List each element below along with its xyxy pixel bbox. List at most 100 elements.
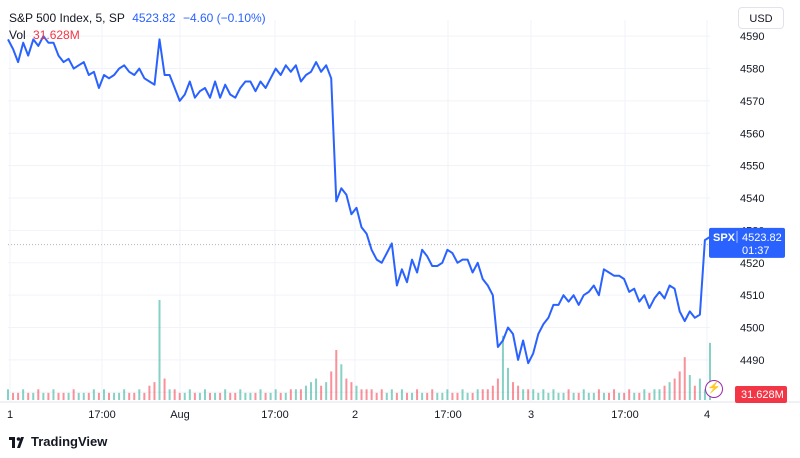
volume-bar	[441, 392, 444, 400]
volume-bar	[431, 389, 434, 400]
volume-bar	[658, 389, 661, 400]
volume-bar	[709, 342, 711, 400]
price-line	[7, 35, 711, 365]
volume-bar	[532, 389, 535, 400]
grid-lines	[0, 20, 800, 403]
volume-bar	[244, 392, 247, 400]
volume-bar	[375, 392, 378, 400]
volume-bar	[597, 389, 600, 400]
price-tag-price: 4523.82	[742, 232, 782, 244]
volume-bar	[330, 371, 333, 400]
symbol-title[interactable]: S&P 500 Index, 5, SP	[9, 11, 125, 25]
volume-bar	[653, 389, 656, 400]
volume-bar	[113, 392, 116, 400]
volume-bar	[350, 382, 353, 400]
volume-bar	[82, 392, 85, 400]
tradingview-logo[interactable]: TradingView	[9, 434, 107, 449]
price-tick-label: 4590	[740, 31, 764, 43]
volume-bars	[7, 300, 711, 400]
volume-bar	[683, 357, 686, 400]
price-tick-label: 4570	[740, 96, 764, 108]
volume-bar	[436, 392, 439, 400]
lightning-icon[interactable]: ⚡	[705, 380, 723, 398]
volume-bar	[284, 392, 287, 400]
volume-bar	[668, 382, 671, 400]
brand-name: TradingView	[31, 434, 108, 449]
volume-bar	[456, 392, 459, 400]
volume-bar	[552, 389, 555, 400]
price-line-series	[7, 35, 711, 365]
volume-bar	[239, 389, 242, 400]
volume-bar	[7, 389, 9, 400]
currency-button[interactable]: USD	[738, 7, 784, 29]
volume-bar	[178, 392, 181, 400]
price-tick-label: 4520	[740, 258, 764, 270]
time-tick-label: 3	[528, 409, 534, 421]
volume-bar	[108, 392, 111, 400]
volume-bar	[315, 378, 318, 400]
volume-bar	[496, 378, 499, 400]
volume-bar	[360, 389, 363, 400]
volume-bar	[577, 392, 580, 400]
volume-bar	[163, 378, 166, 400]
volume-bar	[572, 392, 575, 400]
time-tick-label: 4	[704, 409, 710, 421]
price-axis[interactable]: 4590458045704560455045404530452045104500…	[740, 31, 764, 399]
volume-bar	[168, 389, 171, 400]
volume-bar	[158, 300, 161, 400]
volume-bar	[633, 392, 636, 400]
volume-bar	[688, 375, 691, 400]
volume-bar	[522, 389, 525, 400]
volume-bar	[17, 392, 20, 400]
volume-bar	[567, 389, 570, 400]
volume-bar	[289, 389, 292, 400]
volume-bar	[249, 392, 252, 400]
volume-bar	[623, 392, 626, 400]
volume-bar	[618, 392, 621, 400]
time-tick-label: 1	[7, 409, 13, 421]
volume-bar	[476, 389, 479, 400]
volume-bar	[506, 367, 509, 400]
volume-bar	[219, 392, 222, 400]
volume-bar	[643, 389, 646, 400]
volume-bar	[193, 392, 196, 400]
legend-symbol-row: S&P 500 Index, 5, SP 4523.82 −4.60 (−0.1…	[9, 11, 270, 25]
volume-bar	[299, 389, 302, 400]
volume-bar	[133, 392, 136, 400]
volume-bar	[37, 389, 40, 400]
volume-bar	[537, 392, 540, 400]
volume-bar	[57, 392, 60, 400]
volume-bar	[547, 392, 550, 400]
price-tick-label: 4540	[740, 193, 764, 205]
price-tag-countdown: 01:37	[742, 245, 770, 257]
volume-bar	[335, 350, 338, 400]
volume-bar	[390, 389, 393, 400]
volume-bar	[345, 378, 348, 400]
volume-bar	[269, 392, 272, 400]
volume-bar	[77, 392, 80, 400]
time-tick-label: 17:00	[434, 409, 462, 421]
time-axis[interactable]: 1 17:00 Aug 17:00 2 17:00 3 17:00 4	[7, 409, 710, 421]
volume-bar	[203, 389, 206, 400]
volume-bar	[365, 389, 368, 400]
volume-bar	[517, 385, 520, 400]
volume-bar	[97, 392, 100, 400]
volume-bar	[224, 389, 227, 400]
volume-bar	[325, 382, 328, 400]
volume-bar	[229, 392, 232, 400]
volume-bar	[602, 392, 605, 400]
volume-label: Vol	[9, 28, 26, 42]
volume-bar	[92, 389, 95, 400]
volume-bar	[148, 385, 151, 400]
price-tag-symbol: SPX	[713, 232, 736, 244]
volume-bar	[87, 392, 90, 400]
volume-bar	[501, 335, 504, 400]
volume-bar	[12, 392, 15, 400]
last-price: 4523.82	[132, 11, 176, 25]
volume-bar	[72, 389, 75, 400]
volume-bar	[421, 392, 424, 400]
volume-bar	[153, 382, 156, 400]
time-tick-label: Aug	[170, 409, 190, 421]
